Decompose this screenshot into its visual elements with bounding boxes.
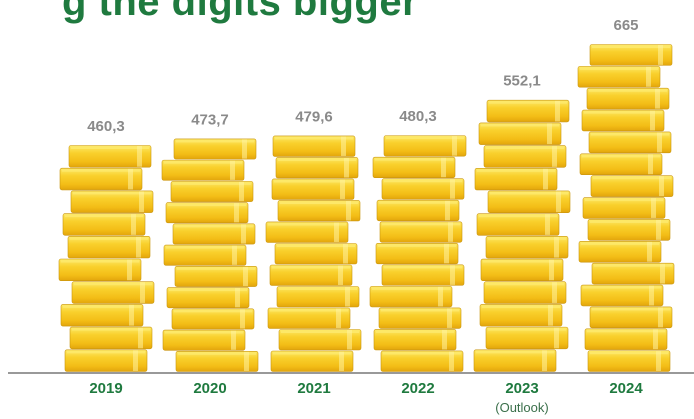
coin: [588, 131, 672, 154]
coin: [473, 349, 557, 372]
value-label: 552,1: [503, 73, 541, 90]
coin: [373, 329, 457, 351]
coin: [474, 167, 558, 191]
coin: [586, 87, 670, 110]
coin: [275, 157, 359, 179]
coin: [172, 223, 256, 245]
coin: [165, 202, 249, 224]
coin: [591, 262, 675, 285]
coin: [480, 258, 564, 282]
coin: [589, 44, 673, 66]
coin: [383, 135, 467, 157]
value-label: 460,3: [87, 118, 125, 135]
coin-stack: [265, 135, 362, 372]
coin: [265, 221, 349, 243]
coin: [369, 286, 453, 308]
coin-stack: [369, 135, 467, 372]
coin: [478, 122, 562, 145]
value-label: 473,7: [191, 111, 229, 128]
coin: [69, 326, 153, 350]
coin: [381, 264, 465, 286]
coin: [380, 350, 464, 372]
coin: [278, 329, 362, 351]
coin: [578, 241, 662, 263]
coin: [68, 145, 152, 168]
value-label: 479,6: [295, 108, 333, 125]
coin-stack: [577, 44, 675, 372]
coin: [580, 284, 664, 307]
coin: [274, 243, 358, 265]
coin: [476, 213, 560, 236]
coin: [67, 236, 151, 259]
coin: [173, 138, 257, 160]
coin: [272, 135, 356, 157]
coin: [485, 236, 569, 259]
coin: [70, 190, 154, 213]
coin: [58, 258, 142, 282]
coin: [59, 167, 143, 191]
coin: [584, 328, 668, 350]
coin: [271, 178, 355, 200]
category-note: (Outlook): [495, 400, 548, 415]
year-label: 2020: [193, 380, 226, 397]
coin: [487, 190, 571, 213]
coin: [378, 307, 462, 329]
coin: [269, 264, 353, 286]
coin: [163, 244, 247, 266]
value-label: 665: [613, 17, 638, 34]
coin: [483, 281, 567, 304]
coin: [375, 242, 459, 265]
coin: [270, 350, 354, 372]
coin: [174, 266, 258, 287]
year-label: 2023: [505, 380, 538, 397]
coin: [379, 221, 463, 243]
chart-title: g the digits bigger: [62, 0, 419, 24]
coin: [166, 287, 250, 309]
coin: [62, 213, 146, 236]
coin: [587, 350, 671, 372]
coin: [171, 308, 255, 330]
coin: [64, 349, 148, 372]
coin: [590, 175, 674, 197]
coin-stack: [161, 138, 259, 372]
coin: [587, 219, 671, 241]
coin: [161, 159, 245, 181]
coin: [589, 306, 673, 329]
year-label: 2022: [401, 380, 434, 397]
coin: [381, 178, 465, 200]
coin: [582, 197, 666, 219]
year-label: 2021: [297, 380, 330, 397]
coin: [170, 181, 254, 202]
coin: [483, 145, 567, 168]
coin: [162, 329, 246, 351]
coin: [376, 199, 460, 222]
year-label: 2019: [89, 380, 122, 397]
coin-stack: [473, 99, 571, 372]
coin: [485, 326, 569, 350]
coin: [581, 109, 665, 132]
coin: [71, 281, 155, 304]
coin-stack: [58, 145, 155, 372]
coin: [577, 66, 661, 88]
coin: [267, 307, 351, 329]
value-label: 480,3: [399, 108, 437, 125]
coin: [277, 200, 361, 222]
year-label: 2024: [609, 380, 643, 397]
coin: [175, 350, 259, 372]
coin: [372, 156, 456, 178]
coin: [276, 286, 360, 308]
coin: [486, 99, 570, 123]
coin: [579, 153, 663, 175]
coin: [60, 304, 144, 327]
coin: [479, 304, 563, 327]
